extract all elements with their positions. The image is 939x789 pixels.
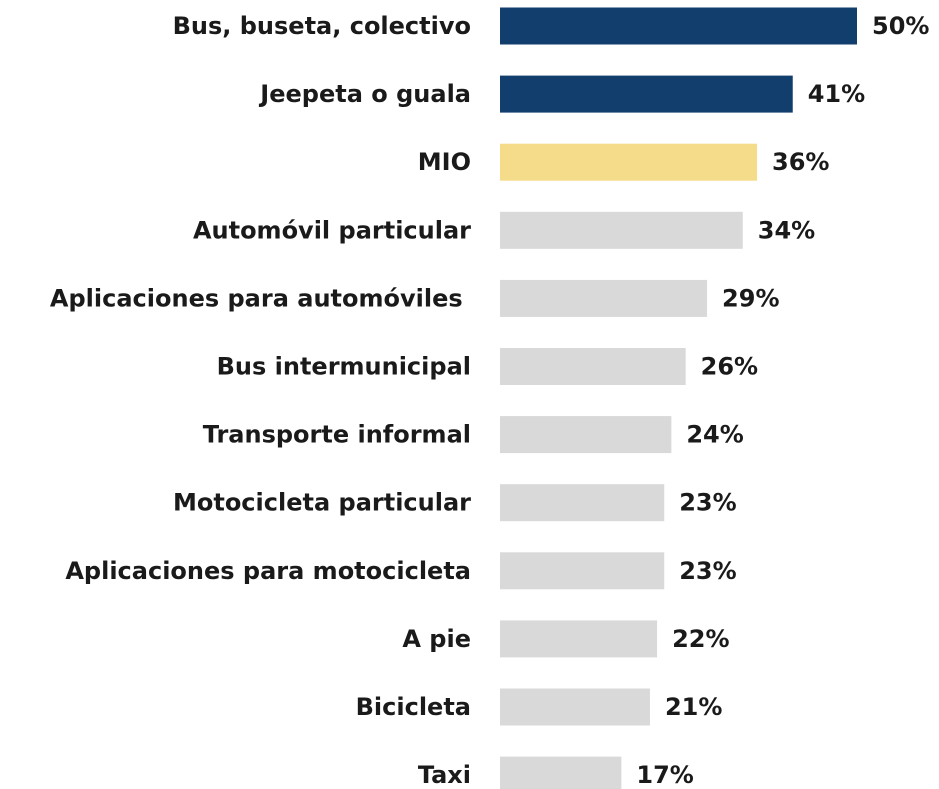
category-label: Jeepeta o guala xyxy=(258,80,471,108)
bar xyxy=(500,279,708,317)
bar xyxy=(500,756,622,789)
category-label: A pie xyxy=(402,625,471,653)
value-label: 21% xyxy=(665,693,722,721)
value-label: 34% xyxy=(758,216,815,244)
category-label: Aplicaciones para automóviles xyxy=(50,284,471,312)
category-label: Bus intermunicipal xyxy=(217,353,471,381)
bar xyxy=(500,484,665,522)
bar xyxy=(500,7,857,45)
bar xyxy=(500,211,743,249)
bar xyxy=(500,75,793,113)
bar xyxy=(500,348,686,385)
category-label: Transporte informal xyxy=(203,421,471,449)
category-label: Motocicleta particular xyxy=(173,489,471,517)
category-label: Taxi xyxy=(418,761,471,789)
bar xyxy=(500,552,665,590)
bar xyxy=(500,416,672,454)
category-label: Automóvil particular xyxy=(193,216,471,244)
value-label: 29% xyxy=(722,284,779,312)
value-label: 24% xyxy=(686,421,743,449)
bar xyxy=(500,143,758,181)
category-label: Bicicleta xyxy=(356,693,471,721)
bar xyxy=(500,620,658,658)
category-label: MIO xyxy=(418,148,471,176)
value-label: 23% xyxy=(679,489,736,517)
value-label: 17% xyxy=(636,761,693,789)
category-label: Aplicaciones para motocicleta xyxy=(65,557,471,585)
value-label: 41% xyxy=(808,80,865,108)
value-label: 50% xyxy=(872,12,929,40)
value-label: 22% xyxy=(672,625,729,653)
value-label: 23% xyxy=(679,557,736,585)
value-label: 26% xyxy=(701,353,758,381)
value-label: 36% xyxy=(772,148,829,176)
category-label: Bus, buseta, colectivo xyxy=(173,12,471,40)
bar xyxy=(500,688,650,726)
